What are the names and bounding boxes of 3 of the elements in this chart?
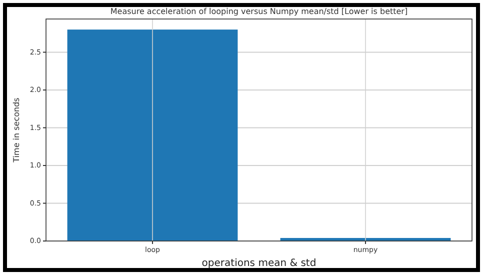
chart-title: Measure acceleration of looping versus Numpy mean/std [Lower is better] — [110, 7, 408, 16]
x-axis-title: operations mean & std — [202, 258, 316, 269]
y-axis-title: Time in seconds — [12, 98, 21, 164]
